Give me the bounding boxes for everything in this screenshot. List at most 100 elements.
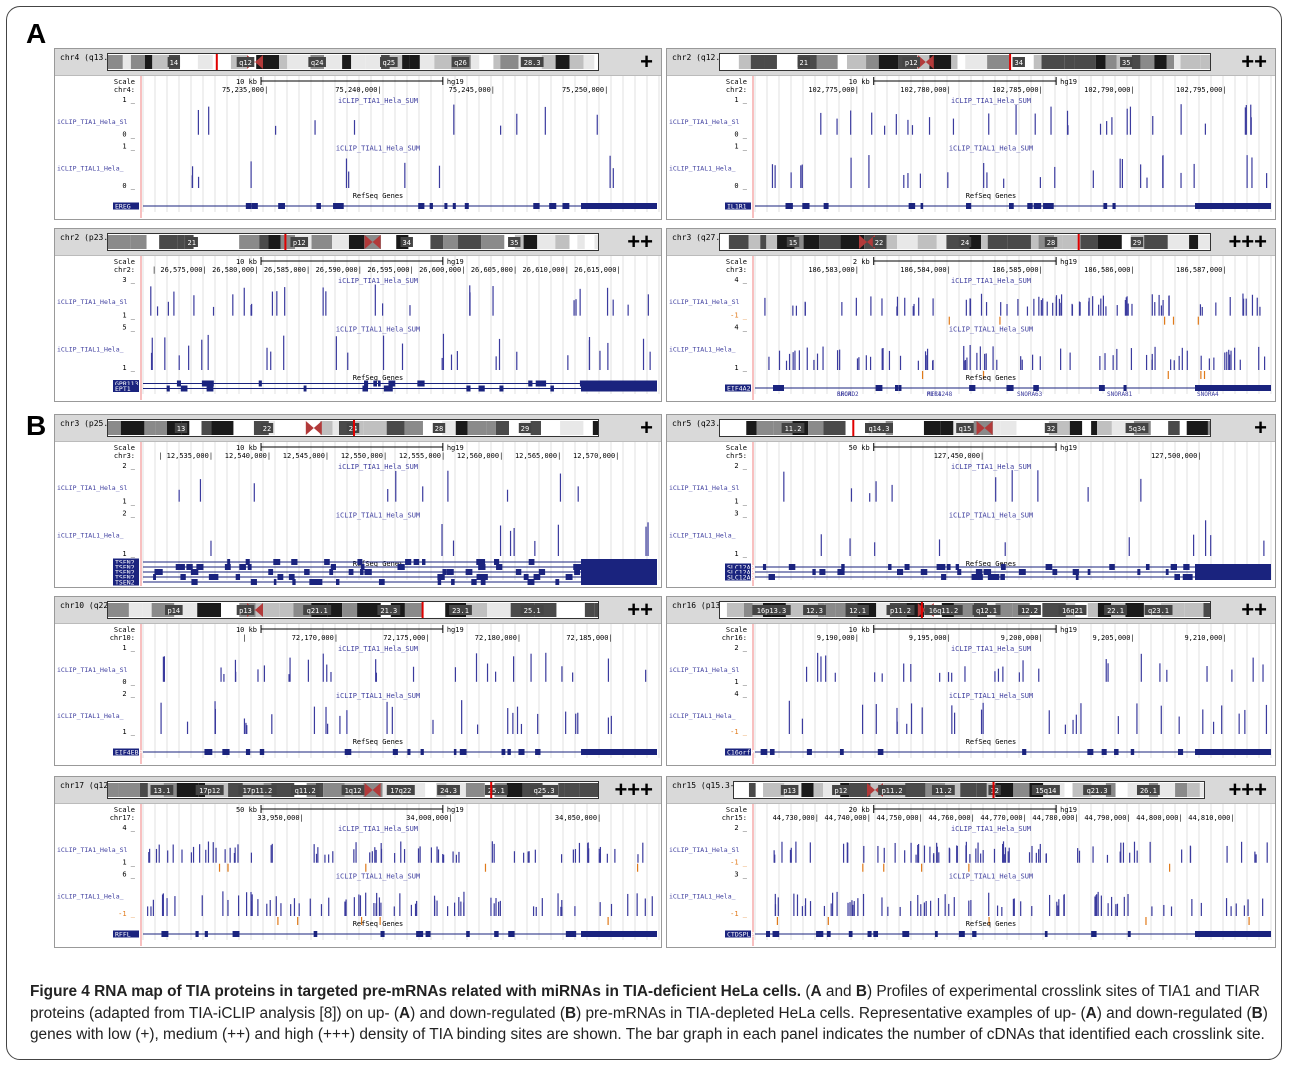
- crosslink-bar: [534, 849, 536, 863]
- gene-exon: [1075, 574, 1079, 580]
- crosslink-bar: [499, 900, 501, 916]
- gene-exon: [538, 380, 545, 387]
- crosslink-bar: [326, 664, 328, 682]
- band-label-bg: [786, 237, 800, 247]
- crosslink-bar: [266, 903, 268, 916]
- gene-exon: [211, 574, 219, 580]
- y-axis-tick: 2 _: [122, 462, 135, 470]
- refseq-track-title: RefSeq Genes: [353, 738, 404, 746]
- crosslink-bar: [215, 847, 217, 863]
- crosslink-bar: [777, 897, 779, 916]
- crosslink-bar: [197, 109, 199, 135]
- refseq-track-title: RefSeq Genes: [353, 560, 404, 568]
- crosslink-bar: [270, 351, 272, 370]
- negative-strand-bar: [948, 316, 950, 325]
- band-label: 13: [177, 425, 185, 433]
- crosslink-bar: [567, 355, 569, 370]
- gene-exon: [523, 574, 529, 580]
- crosslink-bar: [577, 712, 579, 734]
- crosslink-bar: [156, 306, 159, 316]
- crosslink-bar: [433, 895, 436, 916]
- gene-exon: [867, 931, 872, 937]
- crosslink-bar: [1116, 305, 1118, 316]
- crosslink-bar: [1125, 297, 1127, 316]
- band-label: 29: [521, 425, 529, 433]
- ideogram-band: [419, 55, 435, 69]
- crosslink-bar: [1235, 903, 1237, 916]
- crosslink-bar: [1119, 158, 1121, 188]
- crosslink-bar: [614, 848, 616, 863]
- negative-strand-bar: [297, 917, 299, 925]
- caption-text-4: ) and down-regulated (: [410, 1004, 565, 1022]
- crosslink-bar: [147, 906, 149, 916]
- ideogram-band: [957, 55, 966, 69]
- genomic-position-label: 75,240,000|: [335, 86, 381, 94]
- crosslink-bar: [523, 852, 525, 863]
- ideogram-band: [523, 235, 538, 249]
- crosslink-bar: [923, 902, 925, 916]
- centromere-right: [255, 603, 263, 617]
- y-axis-tick: 4 _: [734, 690, 747, 698]
- band-label: q14.3: [868, 425, 889, 433]
- chromosome-band-label: chr4 (q13.3): [60, 53, 118, 62]
- crosslink-bar: [1002, 666, 1004, 682]
- crosslink-bar: [899, 906, 901, 916]
- band-label: q23.1: [1148, 607, 1169, 615]
- ideogram-band: [720, 235, 729, 249]
- gene-exon: [360, 569, 364, 575]
- crosslink-bar: [993, 848, 996, 863]
- gene-exon: [405, 559, 412, 565]
- position-marker: [490, 782, 493, 798]
- genomic-position-label: 9,200,000|: [1001, 634, 1043, 642]
- ideogram-band: [146, 235, 160, 249]
- ideogram-band: [415, 235, 431, 249]
- ideogram-band: [1179, 421, 1187, 435]
- crosslink-bar: [849, 538, 851, 556]
- crosslink-bar: [493, 903, 495, 916]
- crosslink-bar: [172, 844, 174, 863]
- crosslink-bar: [881, 673, 883, 682]
- band-label: 13.1: [153, 787, 170, 795]
- track-title-tial1: iCLIP_TIAL1_Hela_SUM: [949, 873, 1033, 881]
- ideogram-band: [837, 55, 847, 69]
- ideogram-band: [530, 421, 541, 435]
- crosslink-bar: [565, 711, 567, 734]
- crosslink-bar: [1037, 470, 1039, 502]
- y-axis-tick: 4 _: [122, 824, 135, 832]
- gene-exon: [205, 749, 213, 755]
- gene-exon: [466, 385, 471, 392]
- crosslink-bar: [493, 843, 495, 863]
- ideogram-band: [1016, 421, 1039, 435]
- crosslink-bar: [1078, 850, 1081, 863]
- gene-exon: [304, 569, 310, 575]
- ideogram-band: [1013, 783, 1030, 797]
- scalebar-label: 10 kb: [236, 444, 257, 452]
- crosslink-bar: [1107, 663, 1109, 682]
- browser-panel-a3: chr2 (p23.3) 21 p12 34 35 ++ Scale chr2: 10 kb hg…: [54, 228, 662, 402]
- gene-exon: [364, 569, 372, 575]
- ideogram-band: [1062, 235, 1081, 249]
- band-label: 28.3: [524, 59, 541, 67]
- negative-strand-bar: [921, 371, 924, 379]
- crosslink-bar: [836, 118, 838, 135]
- crosslink-bar: [825, 655, 827, 682]
- gene-name-bg: [725, 563, 751, 571]
- ideogram-band: [746, 421, 757, 435]
- gene-exon: [378, 380, 381, 387]
- crosslink-bar: [1202, 709, 1204, 734]
- gene-exon: [574, 569, 581, 575]
- crosslink-bar: [951, 672, 953, 682]
- crosslink-bar: [1251, 294, 1254, 316]
- crosslink-bar: [1159, 663, 1161, 682]
- gene-exon: [316, 203, 321, 209]
- gene-exon: [972, 931, 977, 937]
- crosslink-bar: [498, 901, 500, 916]
- ideogram-band: [823, 421, 846, 435]
- gene-exon: [533, 203, 540, 209]
- crosslink-bar: [1221, 705, 1223, 734]
- gene-exon: [288, 574, 295, 580]
- crosslink-bar: [513, 527, 515, 556]
- y-axis-tick: 1 _: [734, 96, 747, 104]
- crosslink-bar: [447, 470, 449, 502]
- gene-exon: [388, 380, 396, 387]
